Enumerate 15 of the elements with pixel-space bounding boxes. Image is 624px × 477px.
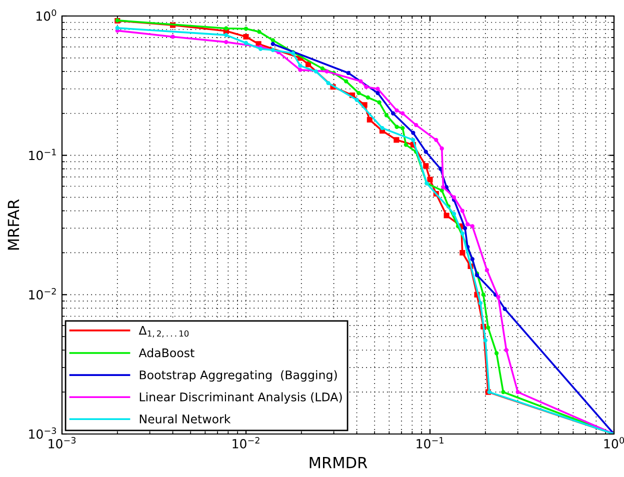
legend-label: Linear Discriminant Analysis (LDA) bbox=[140, 392, 342, 404]
legend-label: Neural Network bbox=[140, 414, 231, 424]
x-tick-label: 10$^{0}$ bbox=[604, 436, 624, 448]
x-tick-label: 10$^{−2}$ bbox=[232, 436, 260, 448]
y-axis-title: MRFAR bbox=[8, 199, 20, 250]
x-tick-label: 10$^{−1}$ bbox=[416, 437, 444, 448]
x-tick-label: 10$^{−3}$ bbox=[48, 436, 76, 448]
x-axis-title: MRMDR bbox=[310, 456, 368, 468]
legend-label: AdaBoost bbox=[138, 348, 194, 358]
y-tick-label: 10$^{−1}$ bbox=[29, 148, 56, 160]
y-tick-label: 10$^{−2}$ bbox=[29, 288, 56, 300]
legend-label: Δ$_{1,2,...10}$ bbox=[138, 326, 189, 338]
y-tick-label: 10$^{−3}$ bbox=[29, 427, 56, 439]
y-tick-label: 10$^{0}$ bbox=[36, 9, 56, 21]
legend-label: Bootstrap Aggregating (Bagging) bbox=[140, 370, 337, 382]
